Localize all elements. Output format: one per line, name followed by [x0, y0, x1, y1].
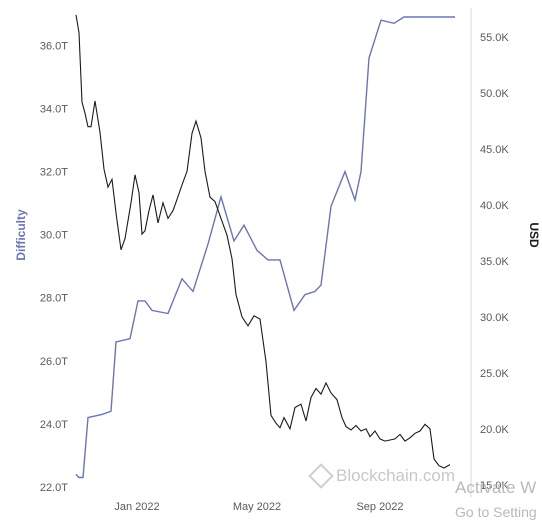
left-tick-label: 28.0T: [40, 293, 68, 305]
right-tick-label: 15.0K: [480, 480, 509, 492]
left-axis-ticks: 22.0T 24.0T 26.0T 28.0T 30.0T 32.0T 34.0T 36.0T: [40, 40, 68, 494]
blockchain-logo-icon: [308, 463, 334, 489]
watermark-text: Blockchain.com: [336, 466, 456, 485]
left-tick-label: 32.0T: [40, 167, 68, 179]
left-tick-label: 34.0T: [40, 103, 68, 115]
left-tick-label: 22.0T: [40, 482, 68, 494]
right-axis-ticks: 15.0K 20.0K 25.0K 30.0K 35.0K 40.0K 45.0K 50.0K…: [480, 32, 509, 492]
right-tick-label: 55.0K: [480, 32, 509, 44]
right-tick-label: 20.0K: [480, 424, 509, 436]
right-tick-label: 25.0K: [480, 368, 509, 380]
left-tick-label: 24.0T: [40, 419, 68, 431]
right-tick-label: 30.0K: [480, 312, 509, 324]
x-tick-label: May 2022: [233, 501, 281, 513]
left-tick-label: 30.0T: [40, 230, 68, 242]
x-tick-label: Jan 2022: [114, 501, 159, 513]
price-line: [75, 14, 451, 469]
right-tick-label: 45.0K: [480, 144, 509, 156]
right-axis-title: USD: [527, 222, 541, 248]
right-tick-label: 40.0K: [480, 200, 509, 212]
blockchain-watermark: Blockchain.com: [308, 463, 456, 489]
left-axis-title: Difficulty: [14, 209, 28, 261]
left-tick-label: 26.0T: [40, 356, 68, 368]
right-tick-label: 35.0K: [480, 256, 509, 268]
left-tick-label: 36.0T: [40, 40, 68, 52]
activate-windows-overlay: Activate W Go to Setting: [455, 478, 537, 520]
right-tick-label: 50.0K: [480, 88, 509, 100]
activate-line-2: Go to Setting: [455, 504, 537, 520]
activate-line-1: Activate W: [455, 478, 537, 497]
difficulty-line: [75, 16, 455, 479]
x-axis-ticks: Jan 2022 May 2022 Sep 2022: [114, 501, 403, 513]
x-tick-label: Sep 2022: [356, 501, 403, 513]
